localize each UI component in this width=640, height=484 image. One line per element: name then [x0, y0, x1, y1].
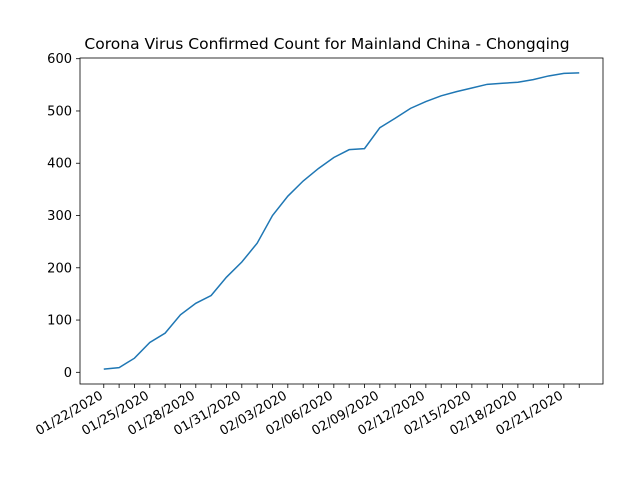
y-tick-label: 200 — [47, 261, 72, 276]
y-tick-label: 100 — [47, 314, 72, 329]
y-tick-label: 300 — [47, 209, 72, 224]
y-tick-label: 400 — [47, 157, 72, 172]
y-tick-label: 500 — [47, 104, 72, 119]
chart-title: Corona Virus Confirmed Count for Mainlan… — [84, 35, 569, 53]
y-tick-label: 0 — [64, 366, 72, 381]
line — [103, 72, 580, 370]
y-tick-label: 600 — [47, 52, 72, 67]
plot-frame — [79, 57, 604, 385]
